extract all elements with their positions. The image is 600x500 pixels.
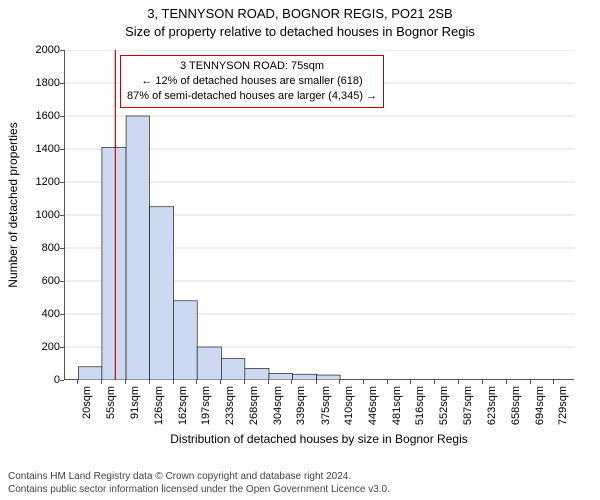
x-tick-mark: [291, 380, 292, 384]
x-tick-mark: [316, 380, 317, 384]
y-tick-label: 1200: [10, 176, 60, 188]
y-tick-mark: [60, 248, 64, 249]
chart-title-line-1: 3, TENNYSON ROAD, BOGNOR REGIS, PO21 2SB: [0, 6, 600, 21]
annotation-line-3: 87% of semi-detached houses are larger (…: [127, 89, 377, 104]
x-tick-mark: [220, 380, 221, 384]
x-tick-mark: [339, 380, 340, 384]
y-tick-label: 1000: [10, 209, 60, 221]
histogram-bar: [197, 347, 221, 380]
histogram-bar: [174, 301, 197, 380]
x-tick-mark: [244, 380, 245, 384]
histogram-bar: [245, 368, 269, 380]
annotation-line-2: ← 12% of detached houses are smaller (61…: [127, 74, 377, 89]
y-tick-label: 600: [10, 275, 60, 287]
histogram-bar: [78, 367, 101, 380]
y-tick-label: 1600: [10, 110, 60, 122]
y-tick-label: 800: [10, 242, 60, 254]
y-tick-mark: [60, 50, 64, 51]
x-tick-mark: [458, 380, 459, 384]
x-axis-label: Distribution of detached houses by size …: [64, 432, 574, 446]
x-tick-mark: [434, 380, 435, 384]
x-tick-mark: [387, 380, 388, 384]
x-tick-mark: [77, 380, 78, 384]
x-tick-mark: [101, 380, 102, 384]
x-tick-mark: [149, 380, 150, 384]
x-tick-mark: [506, 380, 507, 384]
footer-attribution: Contains HM Land Registry data © Crown c…: [8, 470, 592, 496]
y-tick-mark: [60, 347, 64, 348]
x-tick-mark: [268, 380, 269, 384]
x-tick-mark: [553, 380, 554, 384]
y-tick-mark: [60, 182, 64, 183]
annotation-box: 3 TENNYSON ROAD: 75sqm ← 12% of detached…: [120, 55, 384, 108]
histogram-bar: [102, 147, 126, 380]
y-tick-label: 0: [10, 374, 60, 386]
y-tick-mark: [60, 83, 64, 84]
y-tick-label: 1400: [10, 143, 60, 155]
x-tick-mark: [196, 380, 197, 384]
x-tick-mark: [125, 380, 126, 384]
annotation-line-1: 3 TENNYSON ROAD: 75sqm: [127, 59, 377, 74]
footer-line-2: Contains public sector information licen…: [8, 483, 592, 496]
footer-line-1: Contains HM Land Registry data © Crown c…: [8, 470, 592, 483]
y-tick-label: 2000: [10, 44, 60, 56]
chart-title-line-2: Size of property relative to detached ho…: [0, 24, 600, 39]
histogram-bar: [126, 116, 149, 380]
y-tick-label: 200: [10, 341, 60, 353]
x-tick-mark: [482, 380, 483, 384]
histogram-bar: [292, 374, 316, 380]
y-tick-mark: [60, 116, 64, 117]
y-tick-mark: [60, 314, 64, 315]
histogram-bar: [317, 375, 340, 380]
x-tick-mark: [530, 380, 531, 384]
y-tick-label: 400: [10, 308, 60, 320]
x-tick-mark: [363, 380, 364, 384]
y-tick-mark: [60, 281, 64, 282]
y-tick-mark: [60, 380, 64, 381]
histogram-bar: [150, 207, 174, 380]
x-tick-mark: [410, 380, 411, 384]
x-tick-mark: [173, 380, 174, 384]
y-tick-mark: [60, 149, 64, 150]
histogram-bar: [269, 373, 292, 380]
y-tick-label: 1800: [10, 77, 60, 89]
histogram-bar: [221, 359, 244, 380]
y-tick-mark: [60, 215, 64, 216]
